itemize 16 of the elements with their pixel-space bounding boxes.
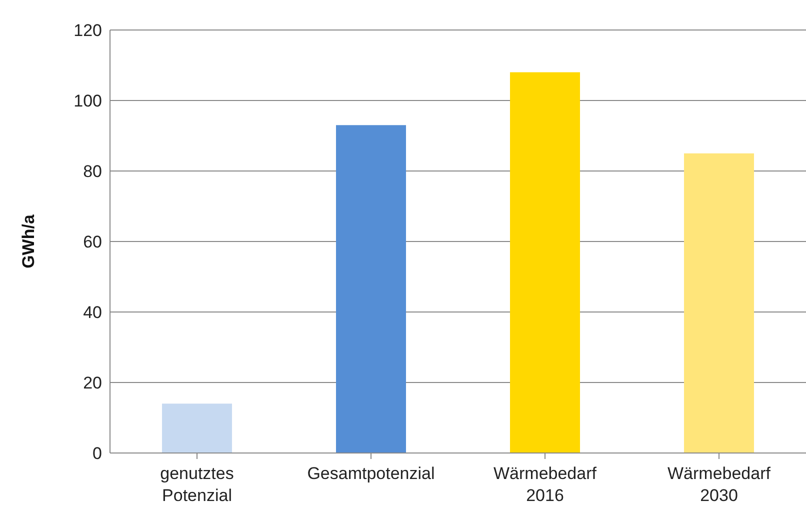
bar	[336, 125, 406, 453]
x-tick-label: genutztes Potenzial	[160, 464, 234, 505]
x-tick-label: Wärmebedarf 2030	[668, 464, 771, 505]
y-tick-label: 0	[92, 444, 102, 464]
bar	[684, 153, 754, 453]
x-tick-label: Gesamtpotenzial	[307, 464, 435, 483]
y-tick-label: 100	[74, 92, 102, 111]
bar	[510, 72, 580, 453]
y-tick-label: 20	[83, 374, 102, 393]
y-axis-title: GWh/a	[19, 214, 38, 268]
y-tick-label: 60	[83, 232, 102, 252]
bar	[162, 404, 232, 453]
x-tick-label: Wärmebedarf 2016	[494, 464, 597, 505]
y-tick-label: 120	[74, 21, 102, 40]
y-tick-label: 40	[83, 303, 102, 322]
y-tick-label: 80	[83, 162, 102, 182]
